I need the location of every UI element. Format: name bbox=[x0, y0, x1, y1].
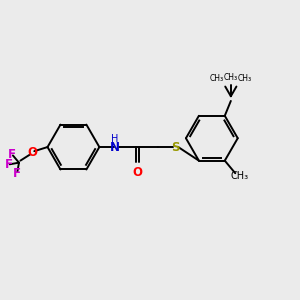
Text: F: F bbox=[13, 167, 21, 180]
Text: CH₃: CH₃ bbox=[230, 171, 248, 181]
Text: O: O bbox=[132, 166, 142, 179]
Text: F: F bbox=[4, 158, 13, 171]
Text: O: O bbox=[27, 146, 37, 159]
Text: CH₃: CH₃ bbox=[238, 74, 252, 83]
Text: CH₃: CH₃ bbox=[210, 74, 224, 83]
Text: H: H bbox=[111, 134, 118, 144]
Text: F: F bbox=[8, 148, 16, 161]
Text: CH₃: CH₃ bbox=[224, 73, 238, 82]
Text: S: S bbox=[171, 141, 180, 154]
Text: N: N bbox=[110, 141, 120, 154]
